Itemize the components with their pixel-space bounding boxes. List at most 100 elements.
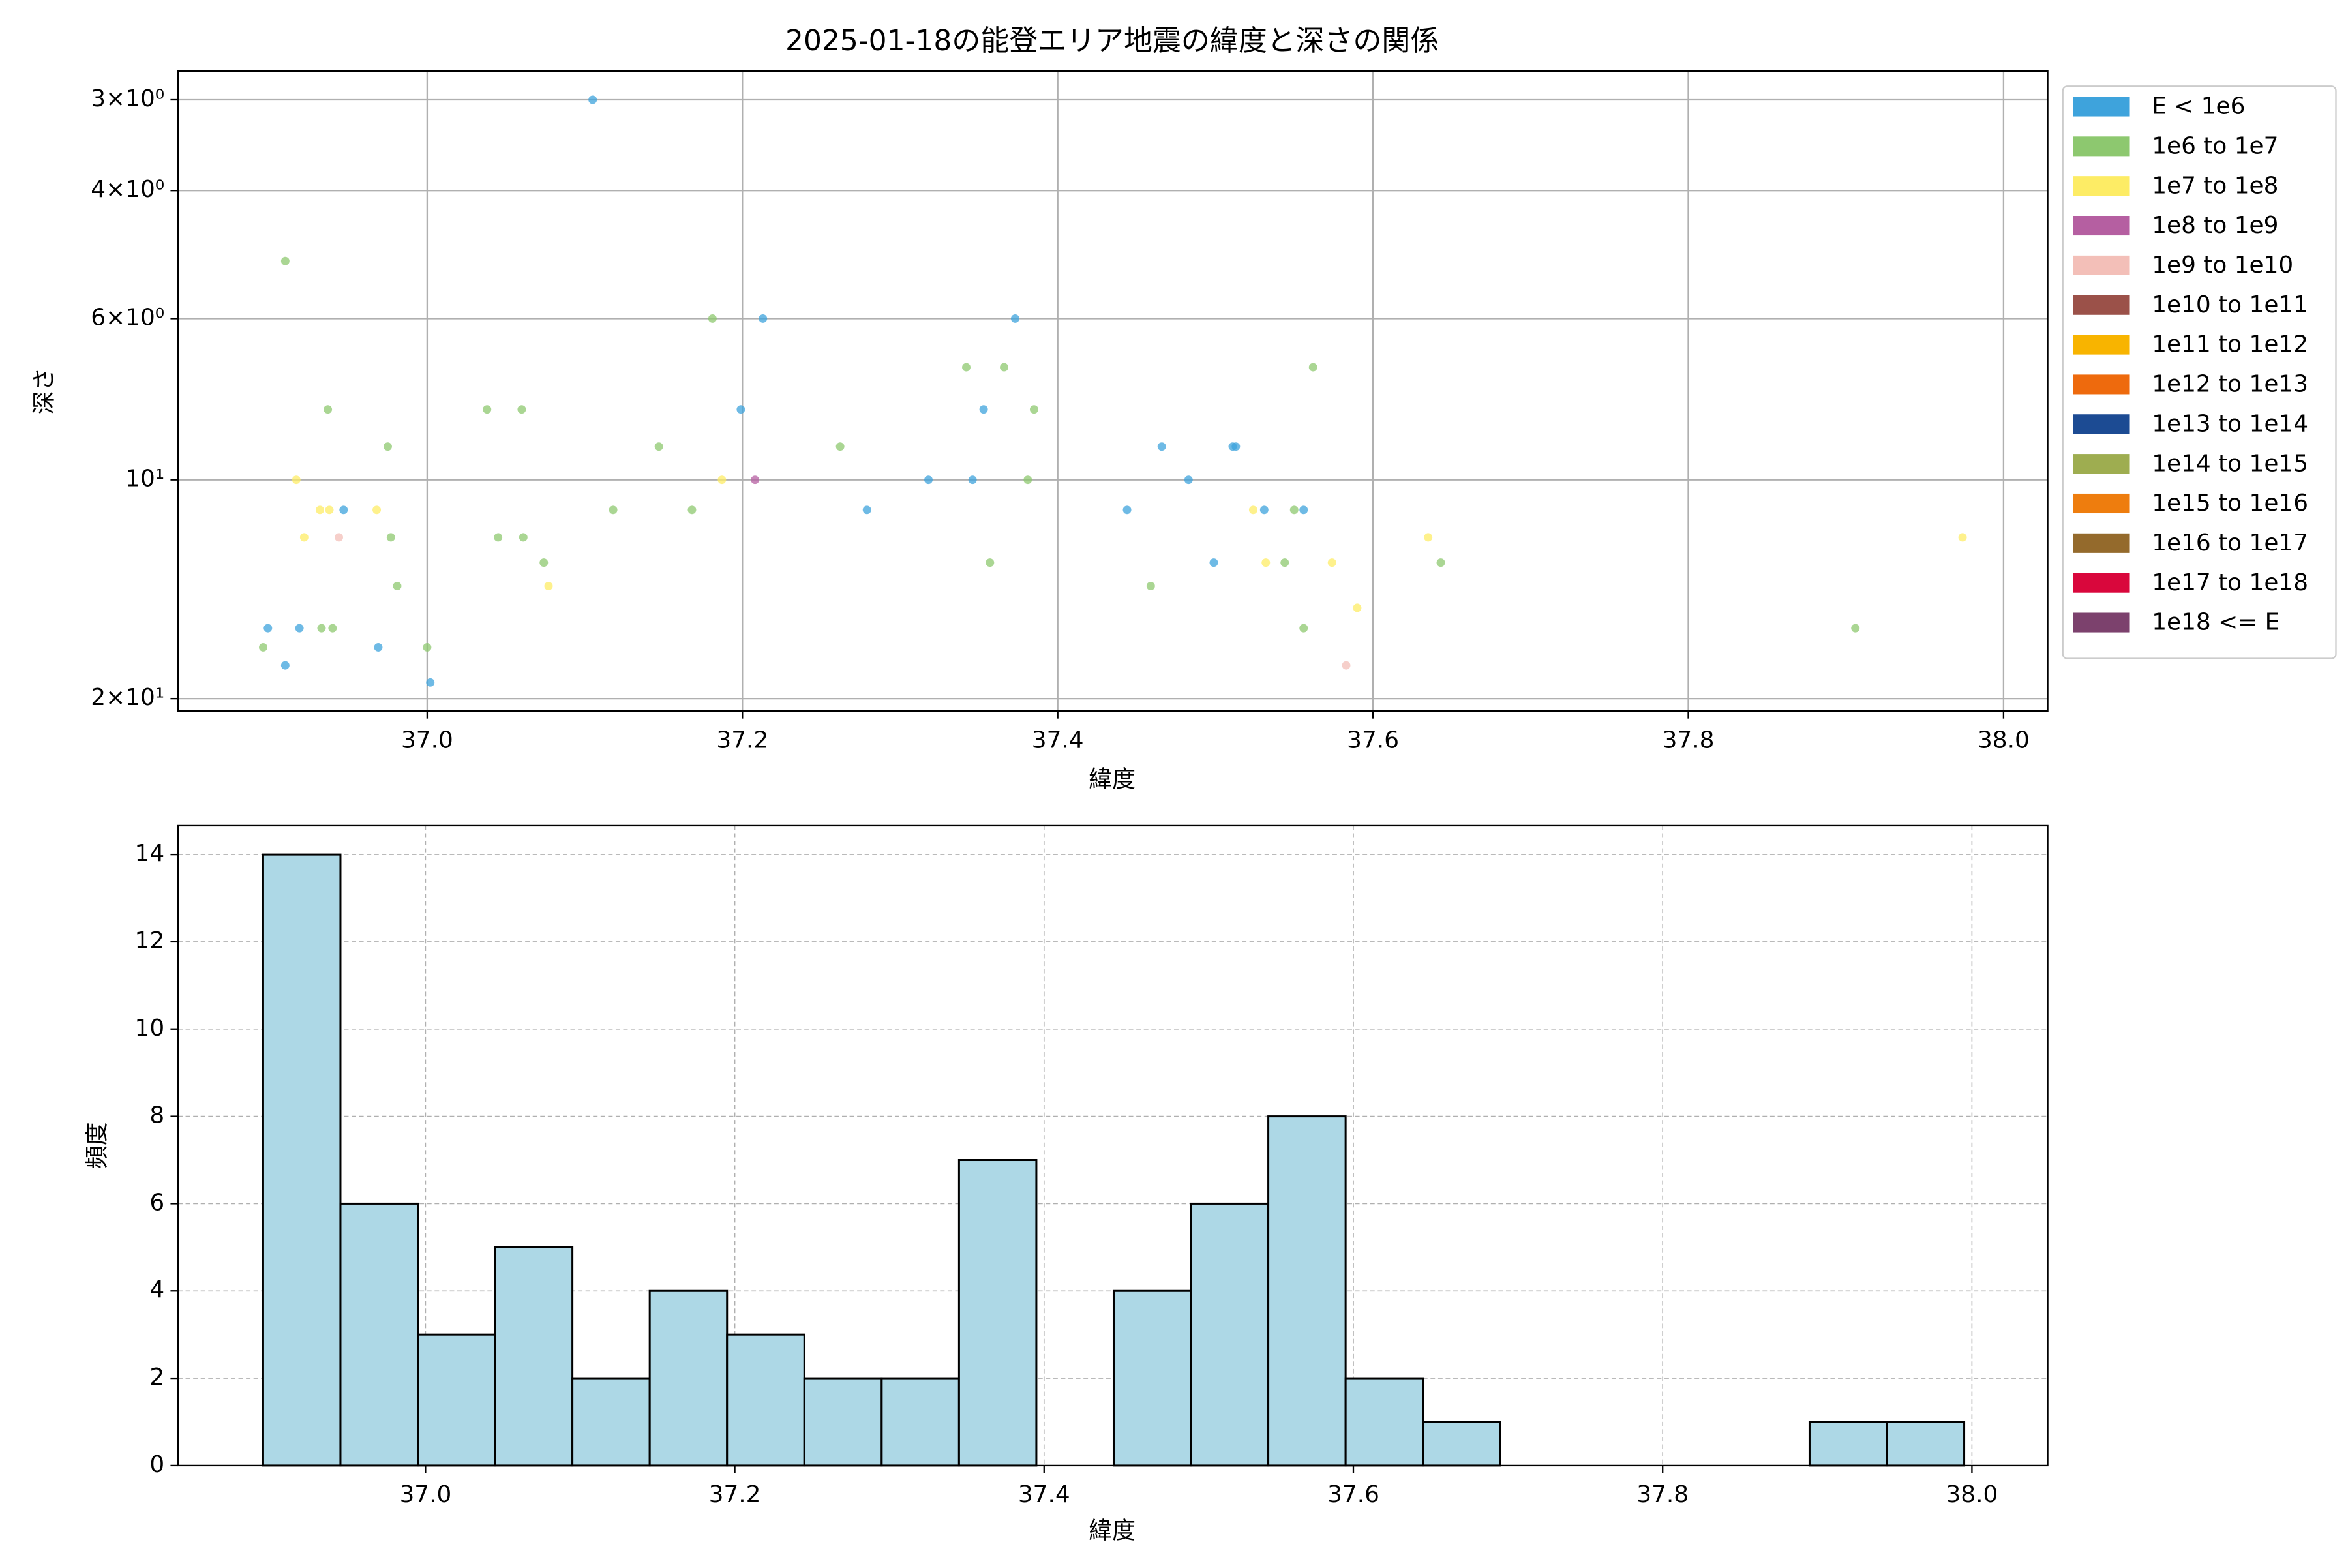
point xyxy=(372,505,382,515)
point xyxy=(736,405,745,414)
point xyxy=(986,558,995,567)
y-tick-label: 0 xyxy=(149,1451,164,1478)
point xyxy=(295,624,304,633)
point xyxy=(1122,505,1132,515)
point xyxy=(1146,582,1155,590)
legend-swatch xyxy=(2073,216,2130,236)
x-tick-label: 37.4 xyxy=(1032,727,1084,753)
histogram-bar xyxy=(1112,1289,1192,1467)
point xyxy=(393,582,402,590)
y-tick-label: 4×10⁰ xyxy=(91,176,164,203)
point xyxy=(1184,475,1193,485)
point xyxy=(1342,661,1351,670)
histogram-bar xyxy=(803,1377,883,1467)
x-axis-label: 緯度 xyxy=(1089,1518,1136,1545)
point xyxy=(588,95,597,104)
histogram-bar xyxy=(262,853,342,1467)
y-tick-label: 14 xyxy=(135,840,165,867)
x-tick-label: 37.6 xyxy=(1347,727,1399,753)
point xyxy=(317,624,326,633)
point xyxy=(263,624,273,633)
point xyxy=(979,405,988,414)
point xyxy=(1289,505,1299,515)
point xyxy=(1436,558,1445,567)
point xyxy=(609,505,618,515)
point xyxy=(1029,405,1038,414)
point xyxy=(544,582,553,590)
point xyxy=(1327,558,1336,567)
y-tick-label: 6 xyxy=(149,1189,164,1216)
point xyxy=(687,505,697,515)
legend-label: 1e7 to 1e8 xyxy=(2152,172,2278,199)
point xyxy=(259,642,268,652)
point xyxy=(1209,558,1218,567)
axes-frame xyxy=(177,70,2049,712)
point xyxy=(968,475,977,485)
point xyxy=(328,624,337,633)
legend-swatch xyxy=(2073,136,2130,157)
x-tick-label: 37.0 xyxy=(401,727,453,753)
legend-swatch xyxy=(2073,573,2130,593)
legend-swatch xyxy=(2073,295,2130,315)
point xyxy=(862,505,871,515)
y-tick-label: 2 xyxy=(149,1364,164,1391)
x-tick-label: 37.4 xyxy=(1018,1481,1070,1508)
x-tick-label: 38.0 xyxy=(1978,727,2030,753)
legend-swatch xyxy=(2073,255,2130,275)
x-tick-label: 37.0 xyxy=(399,1481,451,1508)
point xyxy=(316,505,325,515)
legend-label: 1e17 to 1e18 xyxy=(2152,569,2308,596)
histogram-bar xyxy=(1267,1115,1347,1467)
point xyxy=(519,533,528,542)
legend-label: 1e18 <= E xyxy=(2152,609,2280,636)
point xyxy=(1308,363,1317,372)
x-tick-label: 37.6 xyxy=(1327,1481,1379,1508)
y-tick-label: 3×10⁰ xyxy=(91,85,164,112)
y-tick-label: 10 xyxy=(135,1015,165,1042)
histogram-bar xyxy=(880,1377,960,1467)
point xyxy=(962,363,971,372)
legend-label: E < 1e6 xyxy=(2152,93,2245,120)
point xyxy=(386,533,395,542)
point xyxy=(483,405,492,414)
y-axis-label: 頻度 xyxy=(83,1123,110,1169)
legend-label: 1e15 to 1e16 xyxy=(2152,490,2308,517)
point xyxy=(339,505,348,515)
point xyxy=(751,475,760,485)
legend-box xyxy=(2062,85,2337,659)
y-tick-label: 4 xyxy=(149,1276,164,1303)
histogram-bar xyxy=(1422,1421,1501,1467)
point xyxy=(383,442,392,451)
legend-swatch xyxy=(2073,414,2130,434)
x-axis-label: 緯度 xyxy=(1089,766,1136,793)
histogram-bar xyxy=(494,1246,574,1467)
point xyxy=(654,442,663,451)
legend-label: 1e13 to 1e14 xyxy=(2152,410,2308,437)
point xyxy=(324,405,333,414)
point xyxy=(423,642,432,652)
histogram-bar xyxy=(1344,1377,1424,1467)
point xyxy=(1958,533,1967,542)
legend-swatch xyxy=(2073,533,2130,553)
histogram-bar xyxy=(571,1377,651,1467)
histogram-bar xyxy=(1808,1421,1888,1467)
point xyxy=(1353,603,1362,612)
point xyxy=(280,256,290,265)
histogram-bar xyxy=(1190,1202,1270,1467)
legend-label: 1e14 to 1e15 xyxy=(2152,450,2308,477)
point xyxy=(1280,558,1289,567)
chart-title: 2025-01-18の能登エリア地震の緯度と深さの関係 xyxy=(785,24,1439,57)
point xyxy=(1000,363,1009,372)
point xyxy=(335,533,344,542)
histogram-bar xyxy=(1886,1421,1966,1467)
y-axis-label: 深さ xyxy=(31,368,57,415)
point xyxy=(1851,624,1860,633)
x-tick-label: 37.2 xyxy=(709,1481,761,1508)
point xyxy=(708,314,717,323)
point xyxy=(1231,442,1241,451)
point xyxy=(1259,505,1269,515)
legend-swatch xyxy=(2073,335,2130,355)
histogram-bar xyxy=(648,1289,729,1467)
point xyxy=(1424,533,1433,542)
point xyxy=(374,642,383,652)
